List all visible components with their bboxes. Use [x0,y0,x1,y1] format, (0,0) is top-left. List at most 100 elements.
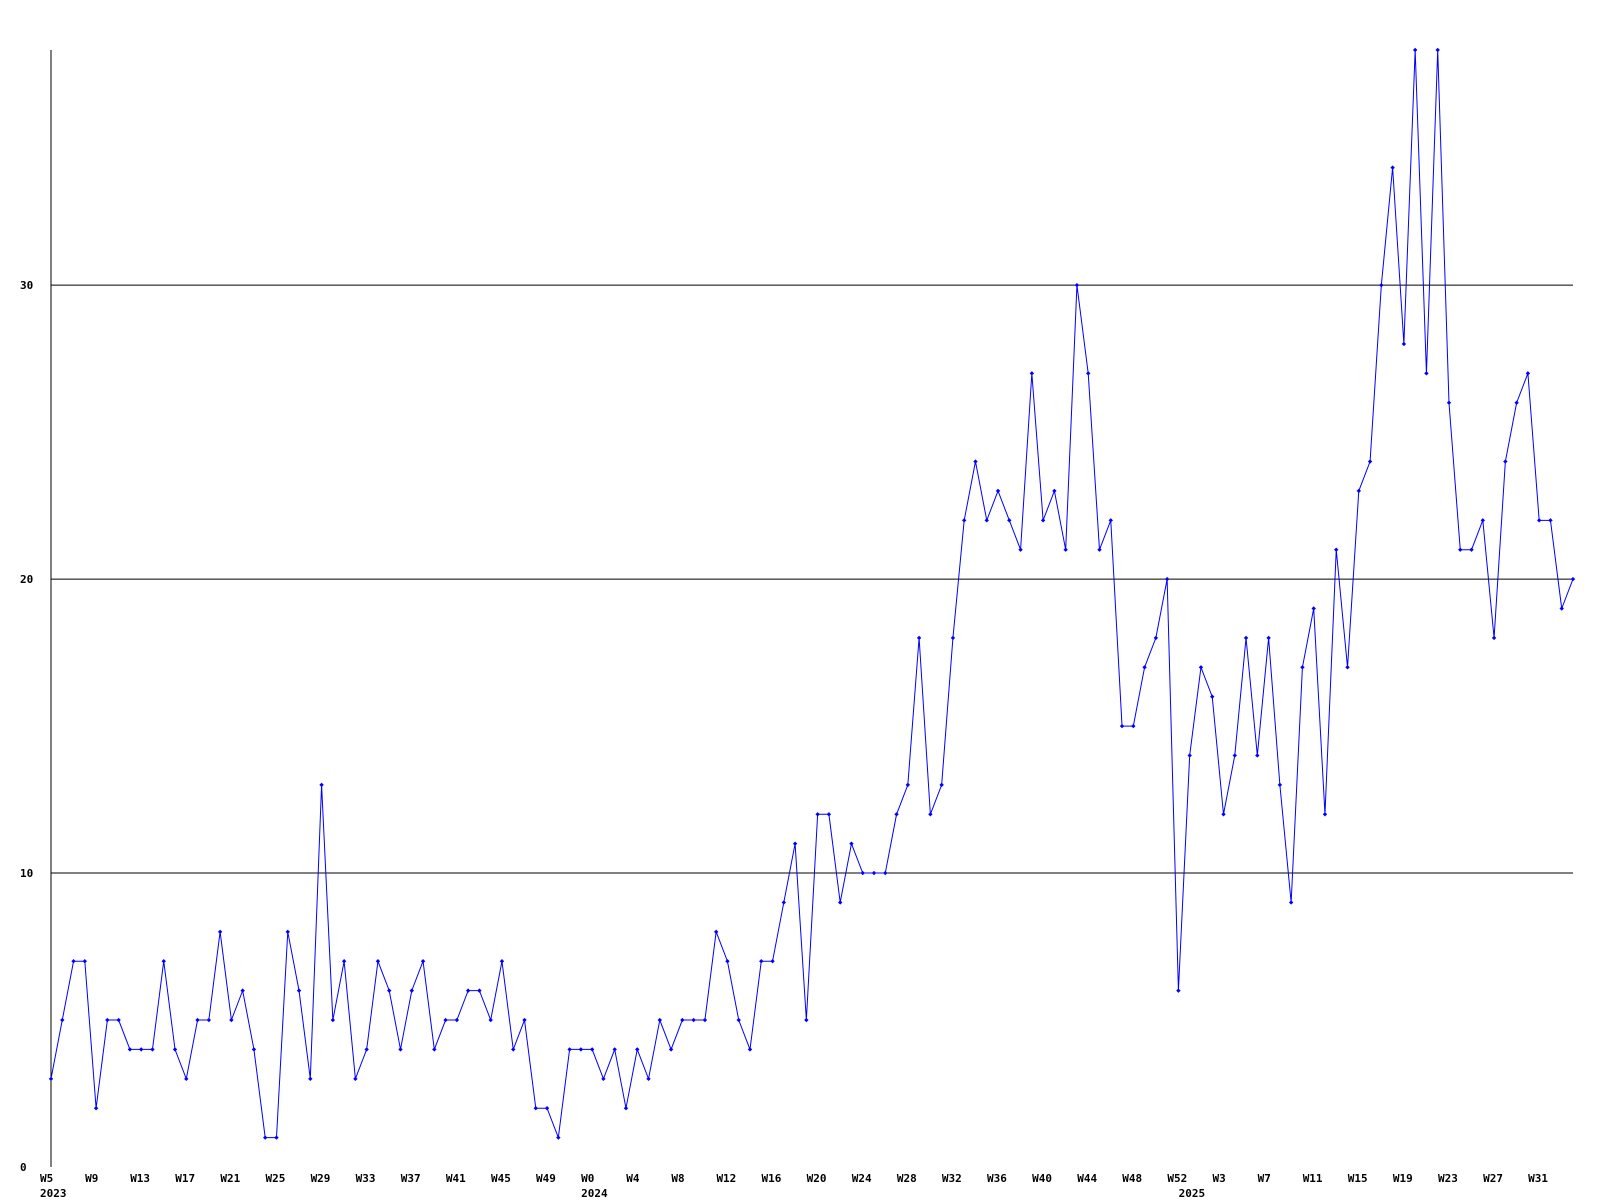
data-point [477,988,482,993]
y-tick-label: 10 [20,867,33,880]
data-point [1334,547,1339,552]
data-point [1255,753,1260,758]
x-tick-label: W17 [175,1172,195,1185]
data-point [1458,547,1463,552]
x-tick-label: W8 [671,1172,684,1185]
data-point [330,1017,336,1023]
data-point [1446,400,1452,405]
data-point [296,988,302,993]
data-point [71,959,76,964]
data-point [420,959,426,964]
data-point [1480,518,1486,523]
data-point [1097,547,1102,552]
data-point [713,929,719,935]
y-tick-label: 30 [20,279,33,292]
data-point [589,1047,595,1052]
data-point [837,900,843,905]
x-tick-label: W52 [1167,1172,1187,1185]
data-point [1131,723,1136,729]
data-point [815,812,820,817]
data-point [285,929,290,935]
data-point [1243,635,1249,641]
data-point [612,1047,617,1052]
data-point [206,1017,212,1023]
data-point [511,1047,516,1052]
data-point [635,1047,640,1052]
data-point [1074,282,1080,288]
x-tick-label: W29 [311,1172,331,1185]
data-point [871,870,877,876]
data-point [1503,459,1508,464]
data-point [432,1047,437,1052]
x-tick-label: W0 [581,1172,594,1185]
data-point [138,1047,144,1052]
x-tick-label: W12 [716,1172,736,1185]
x-tick-label: W44 [1077,1172,1097,1185]
data-point [161,959,166,964]
data-point [702,1017,708,1023]
data-point [556,1135,561,1140]
data-point [770,959,775,964]
x-tick-label: W45 [491,1172,511,1185]
data-point [860,870,865,876]
x-tick-label: W16 [762,1172,782,1185]
data-point [1345,665,1350,670]
data-point [1367,459,1373,464]
x-tick-label: W24 [852,1172,872,1185]
data-point [792,841,798,846]
data-point [691,1017,696,1023]
data-point [217,929,223,935]
data-point [60,1017,65,1023]
data-point [950,635,956,641]
data-point [939,782,944,788]
data-point [905,782,911,788]
x-tick-label: W37 [401,1172,421,1185]
x-tick-label: W40 [1032,1172,1052,1185]
data-point [1311,606,1316,611]
data-point [499,959,505,964]
data-point [1232,753,1237,758]
data-point [364,1047,369,1052]
data-point [759,959,764,964]
data-point [894,812,899,817]
data-point [849,841,854,846]
x-tick-label: W27 [1483,1172,1503,1185]
data-point [1029,371,1035,376]
data-point [127,1047,133,1052]
y-tick-label: 20 [20,573,33,586]
data-point [1164,576,1170,582]
data-point [150,1047,155,1052]
data-point [1288,900,1294,905]
x-tick-label: W20 [807,1172,827,1185]
data-point [409,988,414,993]
x-tick-label: W36 [987,1172,1007,1185]
x-tick-label: W3 [1213,1172,1226,1185]
data-point [184,1076,189,1082]
data-point [646,1076,651,1082]
x-tick-label: W21 [220,1172,240,1185]
x-tick-label: W9 [85,1172,98,1185]
data-point [398,1047,403,1052]
data-point [601,1076,606,1082]
data-point [1052,488,1057,494]
data-point [1221,812,1226,817]
x-year-label: 2024 [581,1187,608,1200]
data-point [105,1017,110,1023]
data-point [1469,547,1474,552]
data-point [82,959,88,964]
data-point [1536,518,1542,523]
data-point [533,1106,538,1111]
x-tick-label: W11 [1303,1172,1323,1185]
data-point [544,1106,550,1111]
data-point [1018,547,1023,552]
data-point [883,870,888,876]
data-point [1412,47,1418,53]
data-point [454,1017,460,1023]
x-tick-label: W4 [626,1172,640,1185]
x-tick-label: W32 [942,1172,962,1185]
data-point [172,1047,178,1052]
data-point [657,1017,662,1023]
data-point [1401,341,1407,347]
data-point [1187,753,1192,758]
